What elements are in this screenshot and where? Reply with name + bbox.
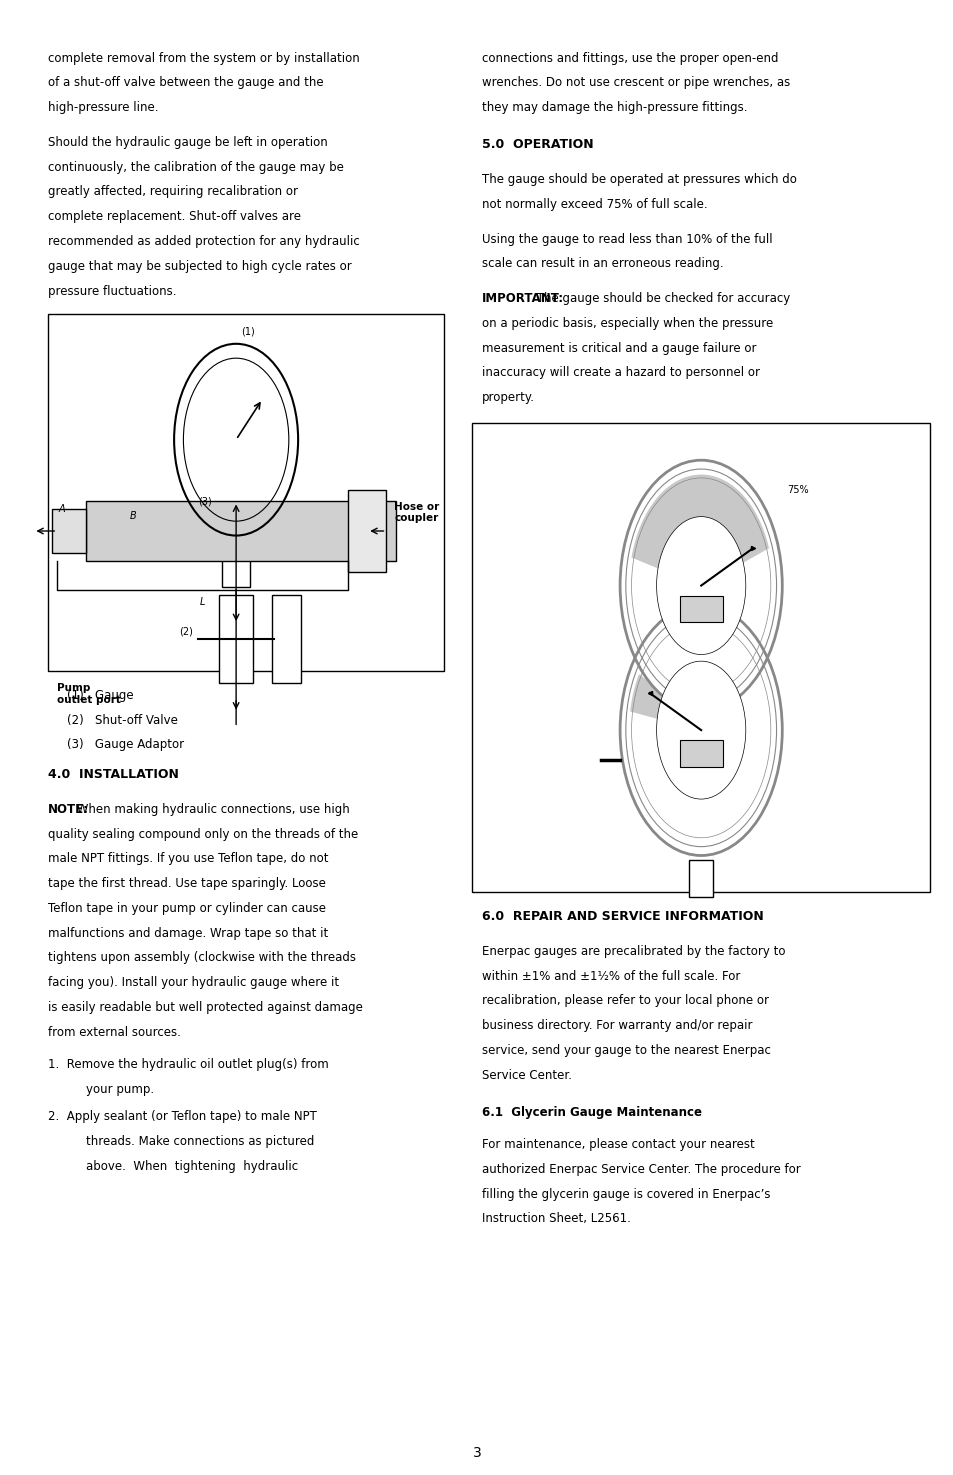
- Text: 5.0  OPERATION: 5.0 OPERATION: [481, 139, 593, 152]
- Text: tightens upon assembly (clockwise with the threads: tightens upon assembly (clockwise with t…: [48, 951, 355, 965]
- Text: 1.  Remove the hydraulic oil outlet plug(s) from: 1. Remove the hydraulic oil outlet plug(…: [48, 1058, 328, 1071]
- Text: property.: property.: [481, 391, 535, 404]
- Text: NOTE:: NOTE:: [48, 802, 89, 816]
- Bar: [221, 550, 250, 587]
- Text: wrenches. Do not use crescent or pipe wrenches, as: wrenches. Do not use crescent or pipe wr…: [481, 77, 789, 90]
- Text: from external sources.: from external sources.: [48, 1025, 180, 1038]
- Text: complete removal from the system or by installation: complete removal from the system or by i…: [48, 52, 359, 65]
- Text: When making hydraulic connections, use high: When making hydraulic connections, use h…: [73, 802, 350, 816]
- Text: 75%: 75%: [786, 485, 808, 494]
- Text: Pump
outlet port: Pump outlet port: [57, 683, 121, 705]
- Text: B: B: [130, 512, 137, 521]
- Text: Service Center.: Service Center.: [481, 1069, 571, 1081]
- Text: above.  When  tightening  hydraulic: above. When tightening hydraulic: [86, 1159, 297, 1173]
- Text: (1)   Gauge: (1) Gauge: [67, 689, 133, 702]
- Bar: [86, 502, 395, 560]
- Circle shape: [656, 661, 745, 799]
- Text: The gauge should be operated at pressures which do: The gauge should be operated at pressure…: [481, 173, 796, 186]
- Text: on a periodic basis, especially when the pressure: on a periodic basis, especially when the…: [481, 317, 772, 330]
- Text: authorized Enerpac Service Center. The procedure for: authorized Enerpac Service Center. The p…: [481, 1162, 800, 1176]
- Text: (2)   Shut-off Valve: (2) Shut-off Valve: [67, 714, 177, 727]
- Text: For maintenance, please contact your nearest: For maintenance, please contact your nea…: [481, 1139, 754, 1150]
- Text: filling the glycerin gauge is covered in Enerpac’s: filling the glycerin gauge is covered in…: [481, 1187, 769, 1201]
- Polygon shape: [630, 676, 700, 730]
- Text: Should the hydraulic gauge be left in operation: Should the hydraulic gauge be left in op…: [48, 136, 327, 149]
- Text: (3)   Gauge Adaptor: (3) Gauge Adaptor: [67, 739, 184, 751]
- Text: (2): (2): [179, 627, 193, 636]
- Bar: [273, 594, 301, 683]
- Text: threads. Make connections as pictured: threads. Make connections as pictured: [86, 1134, 314, 1148]
- Bar: [472, 423, 929, 892]
- Text: gauge that may be subjected to high cycle rates or: gauge that may be subjected to high cycl…: [48, 260, 351, 273]
- Text: 6.1  Glycerin Gauge Maintenance: 6.1 Glycerin Gauge Maintenance: [481, 1106, 701, 1120]
- Text: The gauge should be checked for accuracy: The gauge should be checked for accuracy: [533, 292, 790, 305]
- Text: 3: 3: [472, 1446, 481, 1460]
- Text: tape the first thread. Use tape sparingly. Loose: tape the first thread. Use tape sparingl…: [48, 878, 325, 889]
- Text: A: A: [59, 504, 65, 513]
- Text: L: L: [200, 597, 205, 608]
- Text: they may damage the high-pressure fittings.: they may damage the high-pressure fittin…: [481, 102, 746, 114]
- Bar: [218, 594, 253, 683]
- Text: business directory. For warranty and/or repair: business directory. For warranty and/or …: [481, 1019, 752, 1032]
- Text: service, send your gauge to the nearest Enerpac: service, send your gauge to the nearest …: [481, 1044, 770, 1058]
- Text: Hose or
coupler: Hose or coupler: [394, 502, 438, 524]
- Text: not normally exceed 75% of full scale.: not normally exceed 75% of full scale.: [481, 198, 707, 211]
- Text: recommended as added protection for any hydraulic: recommended as added protection for any …: [48, 235, 359, 248]
- Text: (1): (1): [240, 326, 254, 336]
- Text: is easily readable but well protected against damage: is easily readable but well protected ag…: [48, 1002, 362, 1013]
- Text: of a shut-off valve between the gauge and the: of a shut-off valve between the gauge an…: [48, 77, 323, 90]
- Text: Teflon tape in your pump or cylinder can cause: Teflon tape in your pump or cylinder can…: [48, 901, 325, 914]
- Bar: [679, 596, 722, 622]
- Bar: [52, 509, 86, 553]
- Text: malfunctions and damage. Wrap tape so that it: malfunctions and damage. Wrap tape so th…: [48, 926, 328, 940]
- Text: pressure fluctuations.: pressure fluctuations.: [48, 285, 176, 298]
- Text: your pump.: your pump.: [86, 1083, 153, 1096]
- Bar: [688, 860, 713, 897]
- Text: complete replacement. Shut-off valves are: complete replacement. Shut-off valves ar…: [48, 211, 300, 223]
- Text: Using the gauge to read less than 10% of the full: Using the gauge to read less than 10% of…: [481, 233, 772, 245]
- Text: high-pressure line.: high-pressure line.: [48, 102, 158, 114]
- Text: continuously, the calibration of the gauge may be: continuously, the calibration of the gau…: [48, 161, 343, 174]
- Bar: [679, 740, 722, 767]
- Text: 4.0  INSTALLATION: 4.0 INSTALLATION: [48, 768, 178, 782]
- Text: Instruction Sheet, L2561.: Instruction Sheet, L2561.: [481, 1212, 630, 1226]
- Text: 2.  Apply sealant (or Teflon tape) to male NPT: 2. Apply sealant (or Teflon tape) to mal…: [48, 1111, 316, 1122]
- Text: male NPT fittings. If you use Teflon tape, do not: male NPT fittings. If you use Teflon tap…: [48, 853, 328, 866]
- Text: measurement is critical and a gauge failure or: measurement is critical and a gauge fail…: [481, 342, 756, 354]
- Bar: [48, 314, 443, 671]
- Text: (3): (3): [198, 497, 212, 506]
- Text: Enerpac gauges are precalibrated by the factory to: Enerpac gauges are precalibrated by the …: [481, 945, 784, 957]
- Bar: [348, 490, 386, 572]
- Text: inaccuracy will create a hazard to personnel or: inaccuracy will create a hazard to perso…: [481, 366, 759, 379]
- Polygon shape: [632, 475, 767, 586]
- Text: 6.0  REPAIR AND SERVICE INFORMATION: 6.0 REPAIR AND SERVICE INFORMATION: [481, 910, 762, 923]
- Text: scale can result in an erroneous reading.: scale can result in an erroneous reading…: [481, 257, 722, 270]
- Text: greatly affected, requiring recalibration or: greatly affected, requiring recalibratio…: [48, 186, 297, 199]
- Text: IMPORTANT:: IMPORTANT:: [481, 292, 563, 305]
- Text: facing you). Install your hydraulic gauge where it: facing you). Install your hydraulic gaug…: [48, 976, 338, 990]
- Text: within ±1% and ±1½% of the full scale. For: within ±1% and ±1½% of the full scale. F…: [481, 969, 740, 982]
- Text: quality sealing compound only on the threads of the: quality sealing compound only on the thr…: [48, 827, 357, 841]
- Bar: [688, 715, 713, 752]
- Circle shape: [656, 516, 745, 655]
- Text: connections and fittings, use the proper open-end: connections and fittings, use the proper…: [481, 52, 778, 65]
- Text: recalibration, please refer to your local phone or: recalibration, please refer to your loca…: [481, 994, 768, 1007]
